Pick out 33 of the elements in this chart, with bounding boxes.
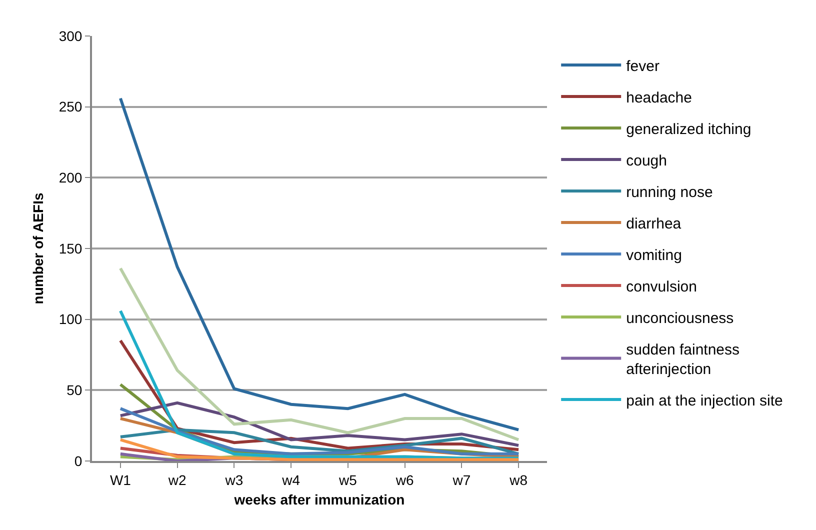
legend-label: diarrhea (626, 215, 682, 232)
y-axis-title: number of AEFIs (30, 192, 46, 304)
line-series (118, 407, 520, 456)
x-tick-label: W1 (110, 472, 132, 488)
y-tick-label: 150 (58, 240, 82, 256)
legend-label: sudden faintness afterinjection (626, 341, 740, 378)
line-series (118, 96, 520, 432)
legend-label: running nose (626, 184, 713, 201)
legend-label: generalized itching (626, 120, 752, 138)
y-tick-label: 0 (74, 452, 82, 469)
x-tick-label: w4 (281, 472, 300, 488)
y-tick-label: 100 (58, 311, 82, 328)
legend-label: fever (626, 58, 660, 75)
x-tick-label: w2 (167, 472, 186, 488)
y-tick-label: 250 (58, 98, 82, 115)
x-tick-label: w6 (394, 472, 414, 488)
x-tick-label: w3 (224, 472, 244, 488)
line-series (118, 438, 520, 461)
x-tick-label: w7 (452, 472, 471, 488)
y-tick-label: 50 (66, 382, 82, 398)
line-series (118, 266, 520, 442)
y-tick-label: 300 (58, 28, 82, 44)
legend-label: cough (626, 152, 667, 170)
legend-label: vomiting (626, 246, 682, 264)
legend-label: pain at the injection site (626, 392, 783, 410)
legend-label: unconciousness (626, 310, 734, 327)
x-axis-title: weeks after immunization (233, 492, 405, 508)
y-tick-label: 200 (58, 170, 82, 186)
line-series (118, 401, 520, 447)
x-tick-label: w5 (338, 472, 358, 488)
legend-label: headache (626, 89, 692, 106)
legend-label: convulsion (626, 278, 697, 296)
x-tick-label: w8 (508, 472, 528, 488)
